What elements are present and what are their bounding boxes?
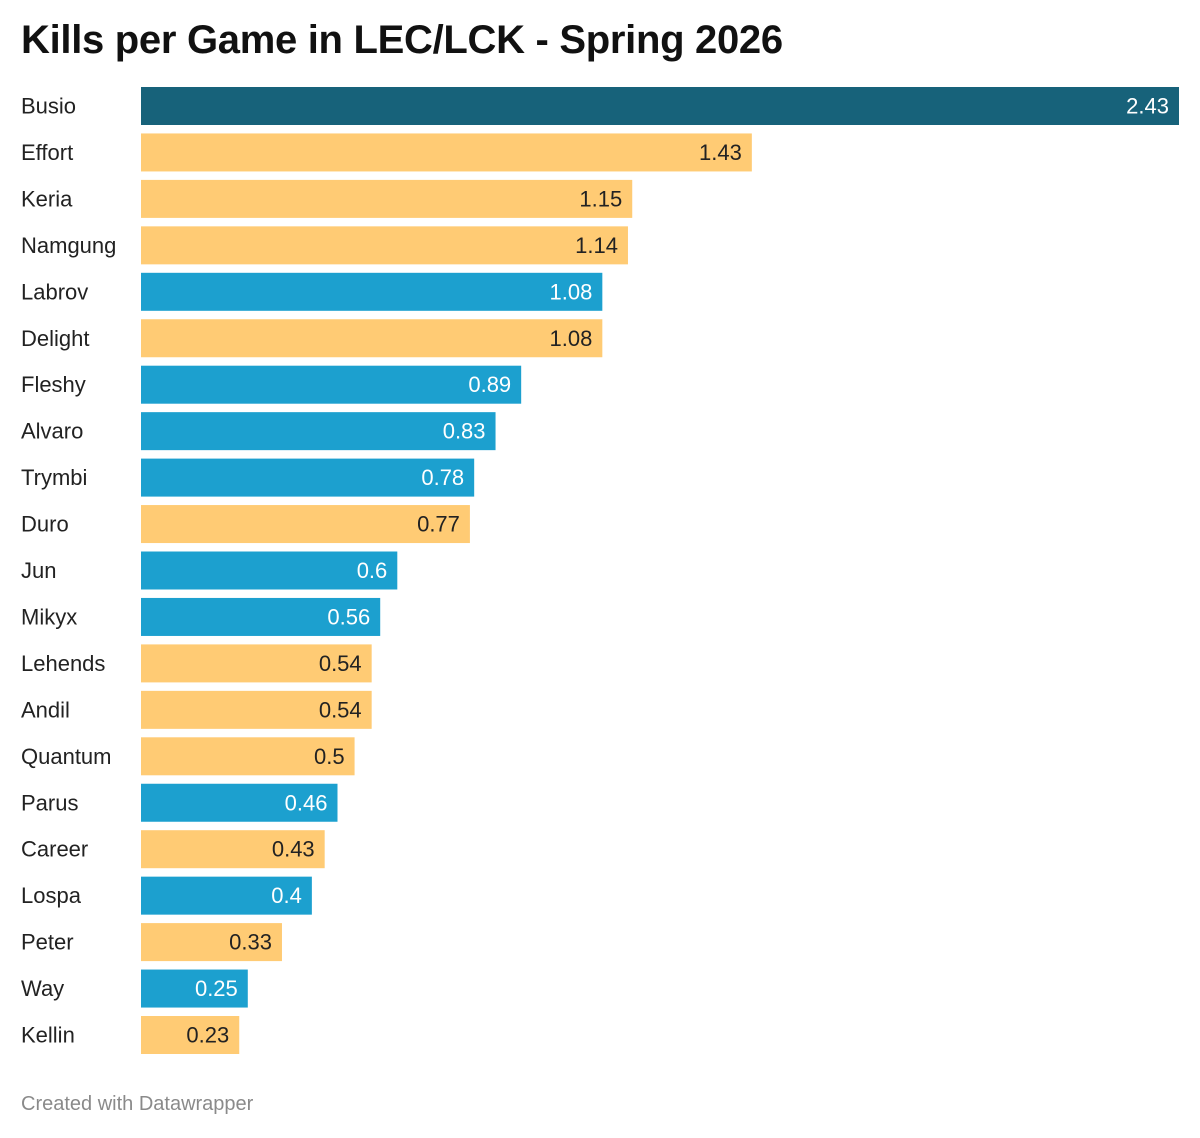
footer-credit[interactable]: Created with Datawrapper xyxy=(21,1093,254,1115)
bar-andil[interactable] xyxy=(141,690,372,729)
category-label-duro: Duro xyxy=(21,512,69,537)
value-label-mikyx: 0.56 xyxy=(327,604,370,629)
value-label-duro: 0.77 xyxy=(417,512,460,537)
bar-alvaro[interactable] xyxy=(141,412,496,451)
bar-jun[interactable] xyxy=(141,551,398,590)
value-label-alvaro: 0.83 xyxy=(443,419,486,444)
category-label-career: Career xyxy=(21,837,88,862)
value-label-lospa: 0.4 xyxy=(271,883,302,908)
category-label-busio: Busio xyxy=(21,94,76,119)
bar-fleshy[interactable] xyxy=(141,365,522,404)
category-label-effort: Effort xyxy=(21,140,73,165)
category-label-trymbi: Trymbi xyxy=(21,465,87,490)
bar-labrov[interactable] xyxy=(141,272,603,311)
category-label-delight: Delight xyxy=(21,326,89,351)
value-label-fleshy: 0.89 xyxy=(468,372,511,397)
value-label-keria: 1.15 xyxy=(579,186,622,211)
category-label-lospa: Lospa xyxy=(21,883,82,908)
value-label-way: 0.25 xyxy=(195,976,238,1001)
bar-parus[interactable] xyxy=(141,783,338,822)
value-label-effort: 1.43 xyxy=(699,140,742,165)
category-label-quantum: Quantum xyxy=(21,744,112,769)
category-label-parus: Parus xyxy=(21,790,78,815)
category-label-jun: Jun xyxy=(21,558,56,583)
bar-lehends[interactable] xyxy=(141,644,372,683)
category-label-peter: Peter xyxy=(21,930,74,955)
bar-delight[interactable] xyxy=(141,319,603,358)
bar-trymbi[interactable] xyxy=(141,458,475,497)
value-label-lehends: 0.54 xyxy=(319,651,362,676)
category-label-keria: Keria xyxy=(21,186,73,211)
category-label-way: Way xyxy=(21,976,64,1001)
bar-duro[interactable] xyxy=(141,505,470,544)
value-label-career: 0.43 xyxy=(272,837,315,862)
bar-kellin[interactable] xyxy=(141,1016,240,1054)
bar-mikyx[interactable] xyxy=(141,597,381,636)
value-label-parus: 0.46 xyxy=(285,790,328,815)
bar-keria[interactable] xyxy=(141,179,633,218)
value-label-namgung: 1.14 xyxy=(575,233,618,258)
value-label-trymbi: 0.78 xyxy=(421,465,464,490)
value-label-peter: 0.33 xyxy=(229,930,272,955)
bar-quantum[interactable] xyxy=(141,737,355,776)
category-label-kellin: Kellin xyxy=(21,1023,75,1048)
value-label-kellin: 0.23 xyxy=(186,1023,229,1048)
category-label-andil: Andil xyxy=(21,697,70,722)
value-label-busio: 2.43 xyxy=(1126,94,1169,119)
category-label-namgung: Namgung xyxy=(21,233,116,258)
value-label-andil: 0.54 xyxy=(319,697,362,722)
category-label-fleshy: Fleshy xyxy=(21,372,86,397)
bar-lospa[interactable] xyxy=(141,876,312,915)
bar-peter[interactable] xyxy=(141,923,282,962)
category-label-alvaro: Alvaro xyxy=(21,419,83,444)
category-label-mikyx: Mikyx xyxy=(21,604,77,629)
value-label-quantum: 0.5 xyxy=(314,744,345,769)
category-label-lehends: Lehends xyxy=(21,651,105,676)
bar-career[interactable] xyxy=(141,830,325,869)
value-label-delight: 1.08 xyxy=(550,326,593,351)
bar-effort[interactable] xyxy=(141,133,752,172)
value-label-jun: 0.6 xyxy=(357,558,388,583)
chart-title: Kills per Game in LEC/LCK - Spring 2026 xyxy=(21,18,783,62)
category-label-labrov: Labrov xyxy=(21,279,88,304)
value-label-labrov: 1.08 xyxy=(550,279,593,304)
bar-busio[interactable] xyxy=(141,87,1179,125)
bar-namgung[interactable] xyxy=(141,226,628,265)
bar-way[interactable] xyxy=(141,969,248,1008)
